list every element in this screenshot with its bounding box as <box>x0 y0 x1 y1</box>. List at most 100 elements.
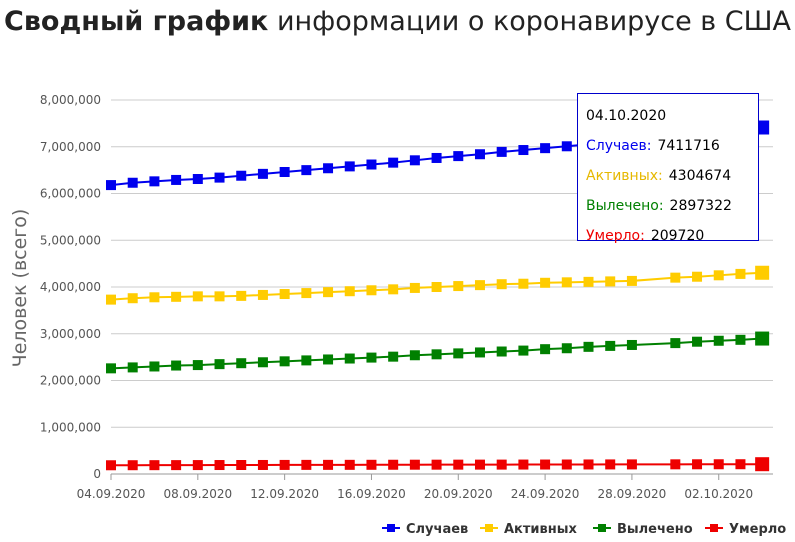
data-point[interactable] <box>192 291 203 302</box>
data-point[interactable] <box>474 280 485 291</box>
data-point[interactable] <box>127 177 138 188</box>
data-point[interactable] <box>279 289 290 300</box>
data-point[interactable] <box>301 459 312 470</box>
data-point[interactable] <box>626 275 637 286</box>
data-point[interactable] <box>366 459 377 470</box>
data-point[interactable] <box>583 341 594 352</box>
data-point[interactable] <box>127 362 138 373</box>
data-point[interactable] <box>192 360 203 371</box>
data-point[interactable] <box>257 289 268 300</box>
data-point[interactable] <box>735 334 746 345</box>
data-point[interactable] <box>540 277 551 288</box>
legend-item[interactable]: Активных <box>480 522 577 537</box>
data-point[interactable] <box>670 338 681 349</box>
data-point[interactable] <box>366 352 377 363</box>
data-point[interactable] <box>453 151 464 162</box>
data-point[interactable] <box>670 272 681 283</box>
data-point[interactable] <box>214 291 225 302</box>
data-point[interactable] <box>236 460 247 471</box>
data-point[interactable] <box>735 459 746 470</box>
data-point[interactable] <box>171 291 182 302</box>
data-point[interactable] <box>214 359 225 370</box>
data-point[interactable] <box>171 174 182 185</box>
data-point[interactable] <box>713 459 724 470</box>
data-point[interactable] <box>366 285 377 296</box>
data-point[interactable] <box>518 145 529 156</box>
data-point[interactable] <box>713 335 724 346</box>
data-point[interactable] <box>257 459 268 470</box>
data-point[interactable] <box>409 155 420 166</box>
data-point[interactable] <box>496 459 507 470</box>
data-point[interactable] <box>236 290 247 301</box>
data-point[interactable] <box>192 174 203 185</box>
data-point[interactable] <box>561 459 572 470</box>
data-point[interactable] <box>192 460 203 471</box>
data-point[interactable] <box>409 350 420 361</box>
data-point[interactable] <box>279 166 290 177</box>
data-point[interactable] <box>257 357 268 368</box>
data-point[interactable] <box>171 360 182 371</box>
data-point[interactable] <box>106 294 116 305</box>
data-point[interactable] <box>496 279 507 290</box>
data-point[interactable] <box>344 286 355 297</box>
data-point[interactable] <box>692 459 703 470</box>
data-point[interactable] <box>540 143 551 154</box>
data-point[interactable] <box>344 353 355 364</box>
data-point[interactable] <box>692 336 703 347</box>
data-point[interactable] <box>474 149 485 160</box>
data-point[interactable] <box>127 460 138 471</box>
data-point[interactable] <box>453 459 464 470</box>
data-point[interactable] <box>561 343 572 354</box>
data-point[interactable] <box>431 152 442 163</box>
data-point[interactable] <box>561 277 572 288</box>
data-point[interactable] <box>561 141 572 152</box>
data-point[interactable] <box>388 157 399 168</box>
data-point[interactable] <box>323 354 334 365</box>
data-point[interactable] <box>344 459 355 470</box>
data-point[interactable] <box>257 168 268 179</box>
data-point[interactable] <box>149 176 160 187</box>
data-point[interactable] <box>279 356 290 367</box>
data-point[interactable] <box>474 347 485 358</box>
data-point[interactable] <box>518 459 529 470</box>
data-point[interactable] <box>626 339 637 350</box>
data-point[interactable] <box>518 345 529 356</box>
data-point[interactable] <box>605 459 616 470</box>
data-point[interactable] <box>474 459 485 470</box>
data-point[interactable] <box>453 348 464 359</box>
data-point[interactable] <box>755 265 770 280</box>
data-point[interactable] <box>755 331 770 346</box>
data-point[interactable] <box>388 351 399 362</box>
data-point[interactable] <box>431 349 442 360</box>
data-point[interactable] <box>583 459 594 470</box>
data-point[interactable] <box>540 344 551 355</box>
data-point[interactable] <box>323 163 334 174</box>
data-point[interactable] <box>301 288 312 299</box>
data-point[interactable] <box>106 363 116 374</box>
data-point[interactable] <box>388 284 399 295</box>
legend-item[interactable]: Умерло <box>705 522 786 537</box>
data-point[interactable] <box>366 159 377 170</box>
data-point[interactable] <box>496 146 507 157</box>
data-point[interactable] <box>583 276 594 287</box>
data-point[interactable] <box>149 460 160 471</box>
data-point[interactable] <box>127 293 138 304</box>
data-point[interactable] <box>409 459 420 470</box>
legend-item[interactable]: Случаев <box>382 522 468 537</box>
data-point[interactable] <box>236 170 247 181</box>
data-point[interactable] <box>214 172 225 183</box>
data-point[interactable] <box>106 180 116 191</box>
data-point[interactable] <box>301 355 312 366</box>
data-point[interactable] <box>323 287 334 298</box>
data-point[interactable] <box>518 278 529 289</box>
data-point[interactable] <box>214 460 225 471</box>
data-point[interactable] <box>171 460 182 471</box>
data-point[interactable] <box>626 459 637 470</box>
data-point[interactable] <box>755 457 770 472</box>
data-point[interactable] <box>409 282 420 293</box>
data-point[interactable] <box>540 459 551 470</box>
data-point[interactable] <box>713 270 724 281</box>
data-point[interactable] <box>149 292 160 303</box>
data-point[interactable] <box>279 459 290 470</box>
data-point[interactable] <box>735 268 746 279</box>
